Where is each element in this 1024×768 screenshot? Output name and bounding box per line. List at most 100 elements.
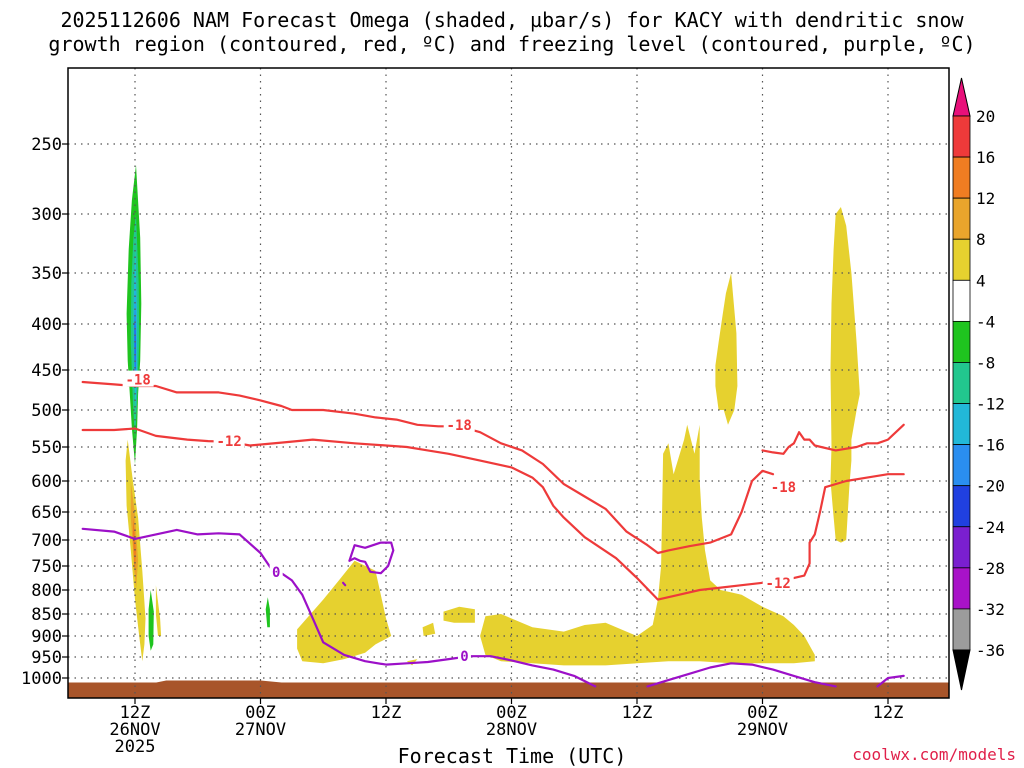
- colorbar-arrow-top: [952, 77, 971, 117]
- contour-purple-0-main: [81, 527, 597, 688]
- y-tick-label-700: 700: [31, 531, 62, 551]
- x-tick-label-48-line1: 00Z: [496, 703, 527, 723]
- y-tick-label-350: 350: [31, 264, 62, 284]
- colorbar-band-4: [952, 238, 971, 281]
- omega-down-midlevel: [297, 560, 392, 664]
- contour-label-bg-5: [269, 562, 283, 579]
- x-tick-label-48-line2: 28NOV: [486, 720, 537, 740]
- colorbar-band-12: [952, 156, 971, 199]
- y-tick-label-850: 850: [31, 605, 62, 625]
- y-axis: 2503003504004505005506006507007508008509…: [21, 135, 68, 689]
- x-tick-label-24-line1: 00Z: [245, 703, 276, 723]
- contour-label-6: 0: [460, 649, 468, 665]
- contour-label-bg-6: [457, 647, 471, 664]
- y-tick-label-650: 650: [31, 503, 62, 523]
- colorbar-band--12: [952, 362, 971, 404]
- y-tick-label-550: 550: [31, 438, 62, 458]
- colorbar-tick--36: -36: [976, 641, 1005, 660]
- credit-link[interactable]: coolwx.com/models: [852, 745, 1016, 764]
- x-tick-label-12-line2: 26NOV: [109, 720, 160, 740]
- omega-shading: [125, 165, 860, 666]
- x-tick-label-12-line1: 12Z: [120, 703, 151, 723]
- contour-purple-0-dot: [342, 581, 347, 587]
- ground-layer: [68, 680, 949, 698]
- x-axis-label: Forecast Time (UTC): [397, 744, 627, 768]
- contour-label-0: -18: [125, 373, 150, 389]
- colorbar-tick--28: -28: [976, 559, 1005, 578]
- contour-label-layer: -18 -12 -18 -18 -12 0 0: [122, 370, 799, 665]
- y-tick-label-400: 400: [31, 315, 62, 335]
- x-tick-label-36-line1: 12Z: [371, 703, 402, 723]
- colorbar-tick-8: 8: [976, 230, 986, 249]
- omega-low-up-1: [148, 590, 154, 651]
- y-tick-label-450: 450: [31, 361, 62, 381]
- colorbar-tick-4: 4: [976, 271, 986, 290]
- colorbar-band-16: [952, 115, 971, 158]
- x-tick-label-60-line1: 12Z: [622, 703, 653, 723]
- omega-down-broad: [480, 424, 815, 666]
- colorbar-band--24: [952, 485, 971, 528]
- colorbar-band--28: [952, 526, 971, 569]
- y-tick-label-900: 900: [31, 627, 62, 647]
- omega-down-speck-3: [443, 606, 475, 623]
- contour-purple-0-lower-right: [646, 662, 837, 688]
- x-tick-label-24-line2: 27NOV: [235, 720, 286, 740]
- colorbar-tick--24: -24: [976, 518, 1005, 537]
- ground-surface: [68, 683, 949, 698]
- y-tick-label-500: 500: [31, 401, 62, 421]
- contour-purple-0-corner: [876, 674, 905, 688]
- x-tick-label-12-line3: 2025: [115, 737, 156, 757]
- y-tick-label-300: 300: [31, 205, 62, 225]
- contour-label-1: -12: [216, 434, 241, 450]
- y-tick-label-600: 600: [31, 472, 62, 492]
- omega-down-upper-mid: [715, 273, 738, 425]
- x-tick-label-72-line2: 29NOV: [737, 720, 788, 740]
- contour-label-3: -18: [771, 480, 796, 496]
- y-tick-label-950: 950: [31, 648, 62, 668]
- chart-title-line2: growth region (contoured, red, ºC) and f…: [48, 32, 976, 56]
- chart-title-line1: 2025112606 NAM Forecast Omega (shaded, µ…: [60, 8, 964, 32]
- colorbar-tick--8: -8: [976, 353, 995, 372]
- contour-label-bg-2: [443, 415, 475, 432]
- omega-down-speck-2: [422, 622, 436, 636]
- x-tick-label-84-line1: 12Z: [873, 703, 904, 723]
- y-tick-label-800: 800: [31, 581, 62, 601]
- colorbar-tick--16: -16: [976, 436, 1005, 455]
- colorbar-tick--32: -32: [976, 600, 1005, 619]
- contour-label-bg-3: [767, 478, 799, 495]
- colorbar-arrow-bottom: [952, 649, 971, 691]
- plot-frame: [67, 67, 950, 699]
- colorbar-tick--12: -12: [976, 395, 1005, 414]
- y-tick-label-1000: 1000: [21, 669, 62, 689]
- contour-label-bg-1: [213, 432, 245, 449]
- contour-purple-0-loop: [348, 541, 395, 575]
- contour-label-2: -18: [447, 418, 472, 434]
- omega-down-small: [155, 585, 162, 636]
- chart-title: 2025112606 NAM Forecast Omega (shaded, µ…: [0, 8, 1024, 56]
- contour-red-minus-18-right: [761, 423, 905, 455]
- colorbar-band--20: [952, 444, 971, 487]
- contour-label-4: -12: [766, 576, 791, 592]
- y-tick-label-250: 250: [31, 135, 62, 155]
- colorbar-band--8: [952, 320, 971, 363]
- colorbar-tick-16: 16: [976, 148, 995, 167]
- colorbar-tick-12: 12: [976, 189, 995, 208]
- colorbar-band--4: [952, 279, 971, 322]
- colorbar-band--32: [952, 567, 971, 610]
- colorbar-tick--4: -4: [976, 312, 995, 331]
- grid-lines: [68, 68, 949, 698]
- y-tick-label-750: 750: [31, 557, 62, 577]
- colorbar-tick-20: 20: [976, 107, 995, 126]
- omega-low-up-2: [265, 597, 270, 628]
- x-tick-label-72-line1: 00Z: [747, 703, 778, 723]
- colorbar-band--16: [952, 403, 971, 446]
- contour-label-bg-4: [762, 573, 794, 590]
- contour-label-bg-0: [122, 370, 154, 387]
- colorbar: 20 16 12 8 4 -4 -8 -12 -16 -20 -24 -28 -32 -36: [952, 77, 1005, 691]
- omega-down-upper-right: [830, 207, 860, 543]
- omega-down-core-2: [132, 517, 136, 576]
- colorbar-band--36: [952, 608, 971, 651]
- contour-label-5: 0: [272, 565, 280, 581]
